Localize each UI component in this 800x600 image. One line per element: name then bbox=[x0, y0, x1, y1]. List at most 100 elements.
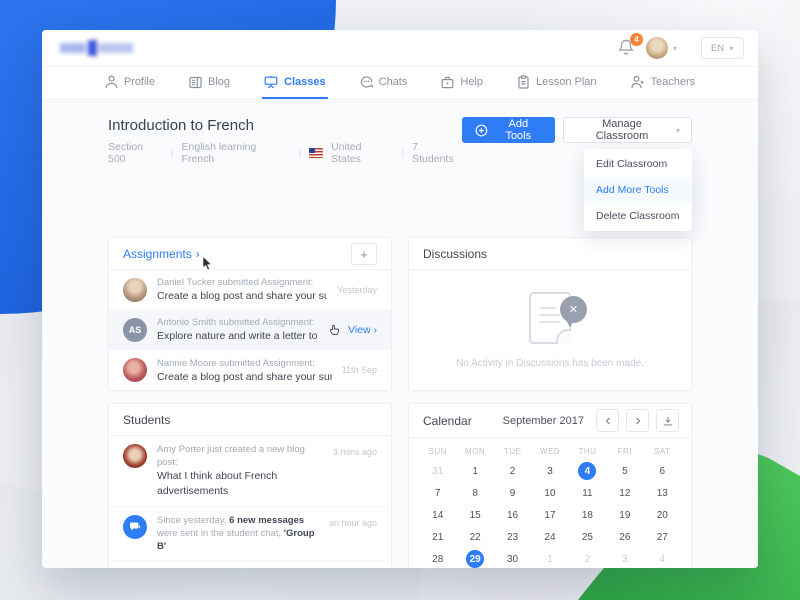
calendar-day[interactable]: 15 bbox=[469, 509, 481, 521]
person-icon bbox=[105, 75, 118, 89]
timestamp: 11th Sep bbox=[341, 365, 377, 375]
close-icon: ✕ bbox=[560, 296, 587, 323]
student-activity-row[interactable]: Student Oscar Jackson, requested feedbac… bbox=[109, 561, 391, 568]
calendar-day[interactable]: 8 bbox=[472, 487, 478, 499]
calendar-day[interactable]: 22 bbox=[469, 531, 481, 543]
calendar-day[interactable]: 29 bbox=[456, 548, 493, 568]
notification-count-badge: 4 bbox=[629, 33, 643, 46]
nav-tab-profile[interactable]: Profile bbox=[103, 67, 157, 99]
weekday-label: SAT bbox=[654, 447, 671, 456]
calendar-day[interactable]: 18 bbox=[581, 509, 593, 521]
photo-avatar bbox=[123, 358, 147, 382]
page-content: Introduction to French Section 500 | Eng… bbox=[42, 101, 758, 568]
weekday-label: SUN bbox=[428, 447, 447, 456]
calendar-day[interactable]: 1 bbox=[472, 465, 478, 477]
course-label: English learning French bbox=[181, 141, 257, 165]
calendar-day[interactable]: 7 bbox=[434, 487, 441, 499]
view-link[interactable]: View › bbox=[348, 323, 377, 336]
nav-tab-classes[interactable]: Classes bbox=[262, 67, 328, 99]
blog-icon bbox=[189, 76, 202, 89]
calendar-day[interactable]: 9 bbox=[509, 487, 516, 499]
calendar-day[interactable]: 25 bbox=[581, 531, 593, 543]
download-icon bbox=[663, 416, 672, 425]
country-label: United States bbox=[331, 141, 362, 165]
language-label: EN bbox=[710, 43, 725, 53]
avatar bbox=[645, 37, 668, 59]
calendar-day[interactable]: 5 bbox=[622, 465, 628, 477]
weekday-label: MON bbox=[465, 447, 486, 456]
manage-classroom-button[interactable]: Manage Classroom ▾ bbox=[562, 117, 692, 143]
calendar-day[interactable]: 3 bbox=[622, 553, 628, 565]
page-title: Introduction to French bbox=[108, 117, 254, 134]
calendar-day[interactable]: 1 bbox=[547, 553, 553, 565]
calendar-day[interactable]: 16 bbox=[507, 509, 519, 521]
calendar-day[interactable]: 6 bbox=[659, 465, 666, 477]
menu-item-edit-classroom[interactable]: Edit Classroom bbox=[596, 158, 668, 170]
calendar-day[interactable]: 14 bbox=[432, 509, 444, 521]
calendar-day[interactable]: 17 bbox=[544, 509, 556, 521]
assignments-list: Daniel Tucker submitted Assignment: Crea… bbox=[109, 270, 391, 390]
calendar-prev-button[interactable] bbox=[596, 409, 619, 432]
panel-title: Students bbox=[123, 412, 171, 427]
calendar-day[interactable]: 28 bbox=[432, 553, 444, 565]
menu-item-add-more-tools[interactable]: Add More Tools bbox=[584, 177, 692, 203]
calendar-day[interactable]: 20 bbox=[656, 509, 668, 521]
nav-tab-lesson-plan[interactable]: Lesson Plan bbox=[515, 67, 599, 99]
panel-title: Discussions bbox=[423, 246, 488, 261]
student-activity-row[interactable]: Amy Porter just created a new blog post:… bbox=[109, 436, 391, 507]
assignment-row[interactable]: Daniel Tucker submitted Assignment: Crea… bbox=[109, 270, 391, 310]
calendar-next-button[interactable] bbox=[626, 409, 649, 432]
cursor-hand-icon bbox=[329, 324, 340, 335]
assignments-link[interactable]: Assignments › bbox=[123, 246, 200, 261]
weekday-label: WED bbox=[539, 447, 561, 456]
nav-tab-blog[interactable]: Blog bbox=[187, 67, 232, 99]
calendar-grid: 31 1 2 3 4 5 6 7 8 9 10 11 12 13 14 15 16 17 18 19 20 21 22 23 2… bbox=[409, 460, 691, 568]
calendar-day[interactable]: 4 bbox=[659, 553, 666, 565]
calendar-day[interactable]: 12 bbox=[619, 487, 631, 499]
nav-tab-help[interactable]: Help bbox=[439, 67, 485, 99]
calendar-day[interactable]: 3 bbox=[547, 465, 553, 477]
calendar-day[interactable]: 27 bbox=[656, 531, 668, 543]
calendar-panel: Calendar September 2017 SU bbox=[408, 403, 692, 568]
calendar-day[interactable]: 26 bbox=[619, 531, 631, 543]
teachers-icon bbox=[630, 75, 645, 89]
weekday-label: TUE bbox=[503, 447, 522, 456]
calendar-download-button[interactable] bbox=[656, 409, 679, 432]
chevron-right-icon bbox=[635, 417, 640, 424]
calendar-day[interactable]: 30 bbox=[507, 553, 519, 565]
student-activity-row[interactable]: Since yesterday, 6 new messages were sen… bbox=[109, 507, 391, 561]
calendar-day[interactable]: 19 bbox=[619, 509, 631, 521]
chevron-down-icon: ▾ bbox=[672, 43, 677, 53]
user-menu[interactable]: ▾ bbox=[645, 37, 677, 59]
calendar-day[interactable]: 23 bbox=[507, 531, 519, 543]
calendar-day[interactable]: 24 bbox=[544, 531, 556, 543]
nav-tab-chats[interactable]: Chats bbox=[358, 67, 410, 99]
main-card: 4 ▾ EN ▾ Profile Blog Clas bbox=[42, 30, 758, 568]
chevron-left-icon bbox=[605, 417, 610, 424]
class-meta: Section 500 | English learning French | … bbox=[108, 141, 462, 165]
nav-tabs: Profile Blog Classes Chats Help Lesson P… bbox=[42, 66, 758, 100]
language-selector[interactable]: EN ▾ bbox=[700, 37, 744, 59]
calendar-day[interactable]: 4 bbox=[569, 460, 606, 482]
calendar-day[interactable]: 2 bbox=[584, 553, 591, 565]
calendar-day[interactable]: 10 bbox=[544, 487, 556, 499]
assignment-row[interactable]: Nannie Moore submitted Assignment: Creat… bbox=[109, 350, 391, 390]
calendar-month-label: September 2017 bbox=[502, 414, 584, 427]
calendar-day[interactable]: 13 bbox=[656, 487, 668, 499]
panel-title: Calendar bbox=[423, 413, 472, 428]
add-assignment-button[interactable]: + bbox=[351, 242, 377, 265]
assignment-row[interactable]: AS Antonio Smith submitted Assignment: E… bbox=[109, 310, 391, 350]
calendar-day[interactable]: 31 bbox=[432, 465, 444, 477]
section-label: Section 500 bbox=[108, 141, 144, 165]
nav-tab-teachers[interactable]: Teachers bbox=[629, 67, 698, 99]
calendar-day[interactable]: 21 bbox=[432, 531, 444, 543]
plus-circle-icon bbox=[475, 124, 488, 136]
manage-classroom-menu: Edit Classroom Add More Tools Delete Class… bbox=[584, 149, 692, 231]
calendar-day[interactable]: 11 bbox=[582, 487, 593, 499]
menu-item-delete-classroom[interactable]: Delete Classroom bbox=[596, 210, 680, 222]
students-count-label: 7 Students bbox=[412, 141, 454, 165]
notifications-button[interactable]: 4 bbox=[618, 33, 643, 57]
add-tools-button[interactable]: Add Tools bbox=[461, 117, 555, 143]
calendar-day[interactable]: 2 bbox=[509, 465, 516, 477]
chevron-right-icon: › bbox=[195, 246, 200, 261]
